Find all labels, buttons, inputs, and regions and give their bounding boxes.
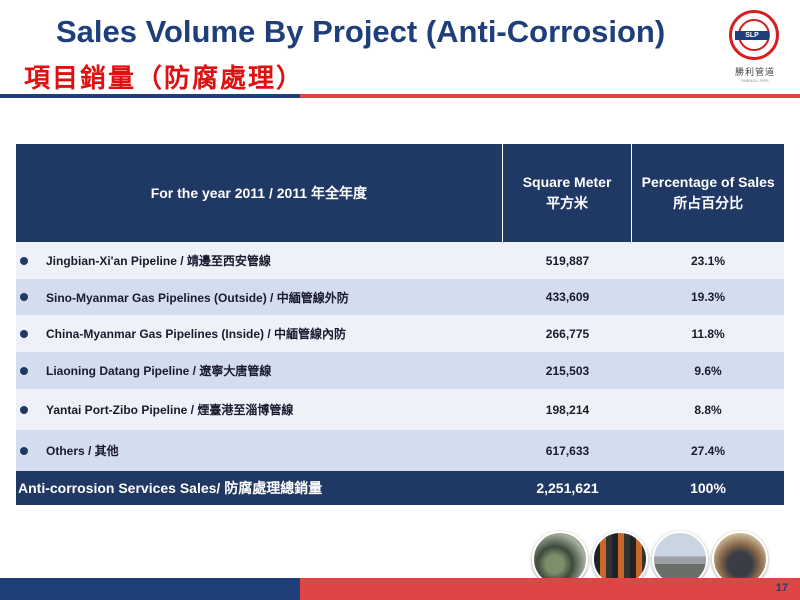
percentage-value: 27.4% — [690, 443, 726, 458]
page-title: Sales Volume By Project (Anti-Corrosion) — [56, 14, 666, 49]
project-name: Yantai Port-Zibo Pipeline / 煙臺港至淄博管線 — [46, 403, 294, 417]
sales-table: For the year 2011 / 2011 年全年度 Square Met… — [16, 144, 784, 505]
bullet-icon — [20, 405, 28, 414]
table-row: Yantai Port-Zibo Pipeline / 煙臺港至淄博管線 198… — [16, 389, 784, 430]
header-square-meter: Square Meter 平方米 — [501, 144, 632, 242]
logo-chinese-text: 勝利管道 — [734, 67, 775, 77]
header-square-meter-en: Square Meter — [522, 173, 612, 190]
square-meter-value: 215,503 — [545, 363, 590, 378]
bullet-icon — [20, 256, 28, 265]
project-name: Liaoning Datang Pipeline / 遼寧大唐管線 — [46, 364, 272, 378]
table-row: Others / 其他 617,633 27.4% — [16, 430, 784, 471]
percentage-value: 8.8% — [694, 402, 722, 417]
page-number: 17 — [775, 582, 788, 594]
percentage-value: 19.3% — [690, 290, 726, 304]
table-total-row: Anti-corrosion Services Sales/ 防腐處理總銷量 2… — [16, 471, 784, 505]
bullet-icon — [20, 329, 28, 338]
project-name: Sino-Myanmar Gas Pipelines (Outside) / 中… — [46, 290, 349, 305]
header-rule-blue — [0, 94, 300, 98]
square-meter-value: 617,633 — [545, 443, 590, 458]
company-logo: SLP 勝利管道 SHENGLI PIPE — [725, 10, 785, 88]
table-row: Jingbian-Xi'an Pipeline / 靖邊至西安管線 519,88… — [16, 242, 784, 279]
footer-bar-blue — [0, 578, 300, 600]
square-meter-value: 519,887 — [545, 253, 590, 268]
header-percentage-en: Percentage of Sales — [641, 173, 775, 190]
header-year: For the year 2011 / 2011 年全年度 — [150, 185, 368, 201]
project-name: Others / 其他 — [46, 444, 119, 458]
total-label: Anti-corrosion Services Sales/ 防腐處理總銷量 — [18, 480, 323, 496]
percentage-value: 11.8% — [691, 326, 725, 341]
square-meter-value: 433,609 — [545, 290, 590, 304]
pipeline-site-photo — [532, 531, 588, 587]
header-square-meter-zh: 平方米 — [546, 194, 589, 211]
logo-english-text: SHENGLI PIPE — [741, 78, 769, 83]
project-name: China-Myanmar Gas Pipelines (Inside) / 中… — [46, 327, 347, 341]
table-header: For the year 2011 / 2011 年全年度 Square Met… — [16, 144, 784, 242]
footer-bar-red — [300, 578, 800, 600]
logo-badge: SLP — [735, 31, 769, 40]
table-row: Liaoning Datang Pipeline / 遼寧大唐管線 215,50… — [16, 352, 784, 389]
table-row: Sino-Myanmar Gas Pipelines (Outside) / 中… — [16, 279, 784, 315]
page-subtitle-chinese: 項目銷量（防腐處理） — [24, 64, 305, 94]
table-row: China-Myanmar Gas Pipelines (Inside) / 中… — [16, 315, 784, 352]
bullet-icon — [20, 293, 28, 301]
pipe-interior-photo — [712, 531, 768, 587]
header-percentage: Percentage of Sales 所占百分比 — [631, 144, 784, 242]
percentage-value: 9.6% — [694, 363, 722, 378]
bullet-icon — [20, 366, 28, 375]
square-meter-value: 266,775 — [545, 326, 590, 341]
total-percentage: 100% — [690, 480, 726, 496]
total-square-meter: 2,251,621 — [536, 480, 599, 496]
bullet-icon — [20, 446, 28, 455]
square-meter-value: 198,214 — [545, 402, 590, 417]
project-name: Jingbian-Xi'an Pipeline / 靖邊至西安管線 — [46, 254, 271, 268]
percentage-value: 23.1% — [690, 253, 726, 268]
header-rule-red — [300, 94, 800, 98]
header-percentage-zh: 所占百分比 — [673, 194, 744, 211]
